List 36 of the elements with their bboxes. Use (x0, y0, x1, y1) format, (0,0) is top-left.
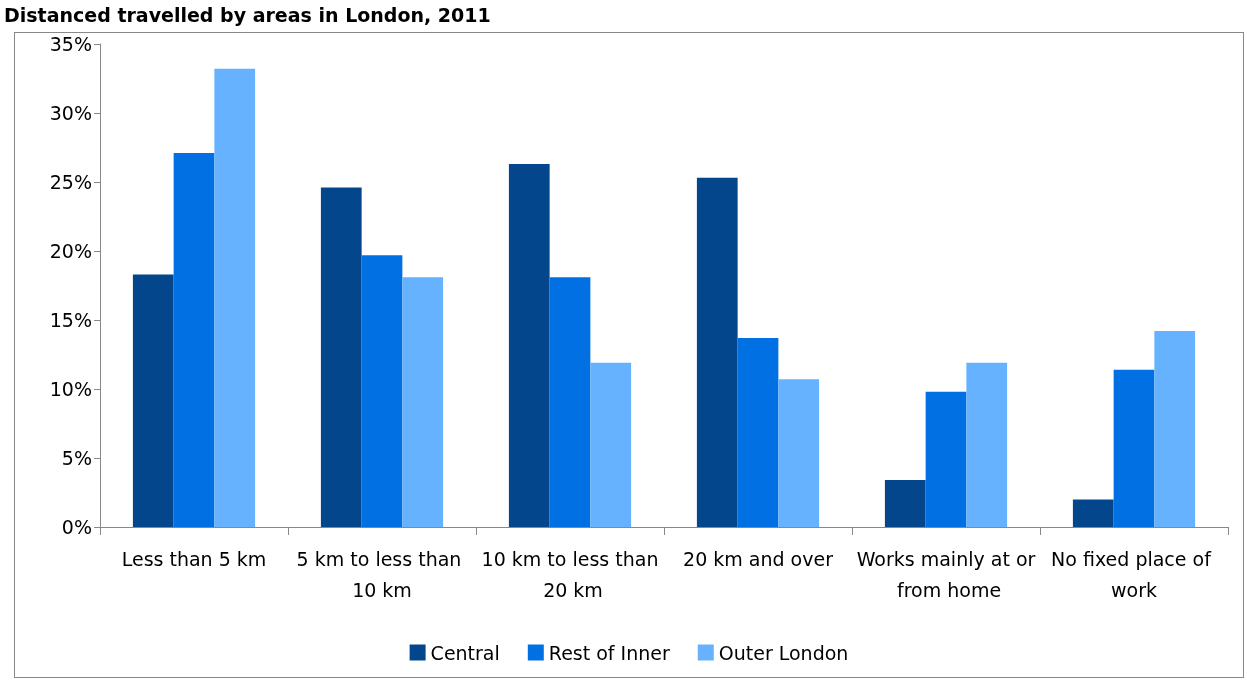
bar (361, 255, 403, 527)
y-tick-label: 20% (49, 240, 92, 262)
x-tick-label: Less than 5 km (121, 547, 267, 570)
x-tick-label: 5 km to less than 10 km (296, 547, 468, 601)
y-tick-label: 15% (49, 309, 92, 331)
bar (737, 337, 779, 527)
bar (1113, 369, 1155, 527)
bar (925, 391, 967, 527)
bar (778, 379, 820, 527)
bar (173, 153, 215, 527)
x-tick-label: Works mainly at or from home (856, 547, 1036, 601)
bar (402, 277, 444, 527)
y-tick-label: 30% (49, 102, 92, 124)
y-tick-label: 35% (49, 33, 92, 55)
x-tick-label: No fixed place of work (1051, 547, 1217, 601)
chart-title: Distanced travelled by areas in London, 2011 (4, 4, 491, 26)
legend-label: Outer London (718, 641, 849, 664)
bar (1072, 499, 1114, 527)
y-tick-label: 25% (49, 171, 92, 193)
bar (508, 164, 550, 527)
bar (590, 362, 632, 527)
bar (696, 177, 738, 527)
bar (1154, 331, 1196, 527)
x-tick-label: 20 km and over (683, 547, 834, 570)
bar (320, 187, 362, 527)
y-tick-label: 0% (61, 516, 92, 538)
bar (132, 274, 174, 527)
bar (966, 362, 1008, 527)
legend-label: Central (430, 641, 500, 664)
legend-label: Rest of Inner (548, 641, 670, 664)
x-tick-label: 10 km to less than 20 km (481, 547, 659, 601)
bar (549, 277, 591, 527)
y-tick-label: 10% (49, 378, 92, 400)
bar (214, 68, 256, 527)
y-tick-label: 5% (61, 447, 92, 469)
bar (884, 480, 926, 527)
